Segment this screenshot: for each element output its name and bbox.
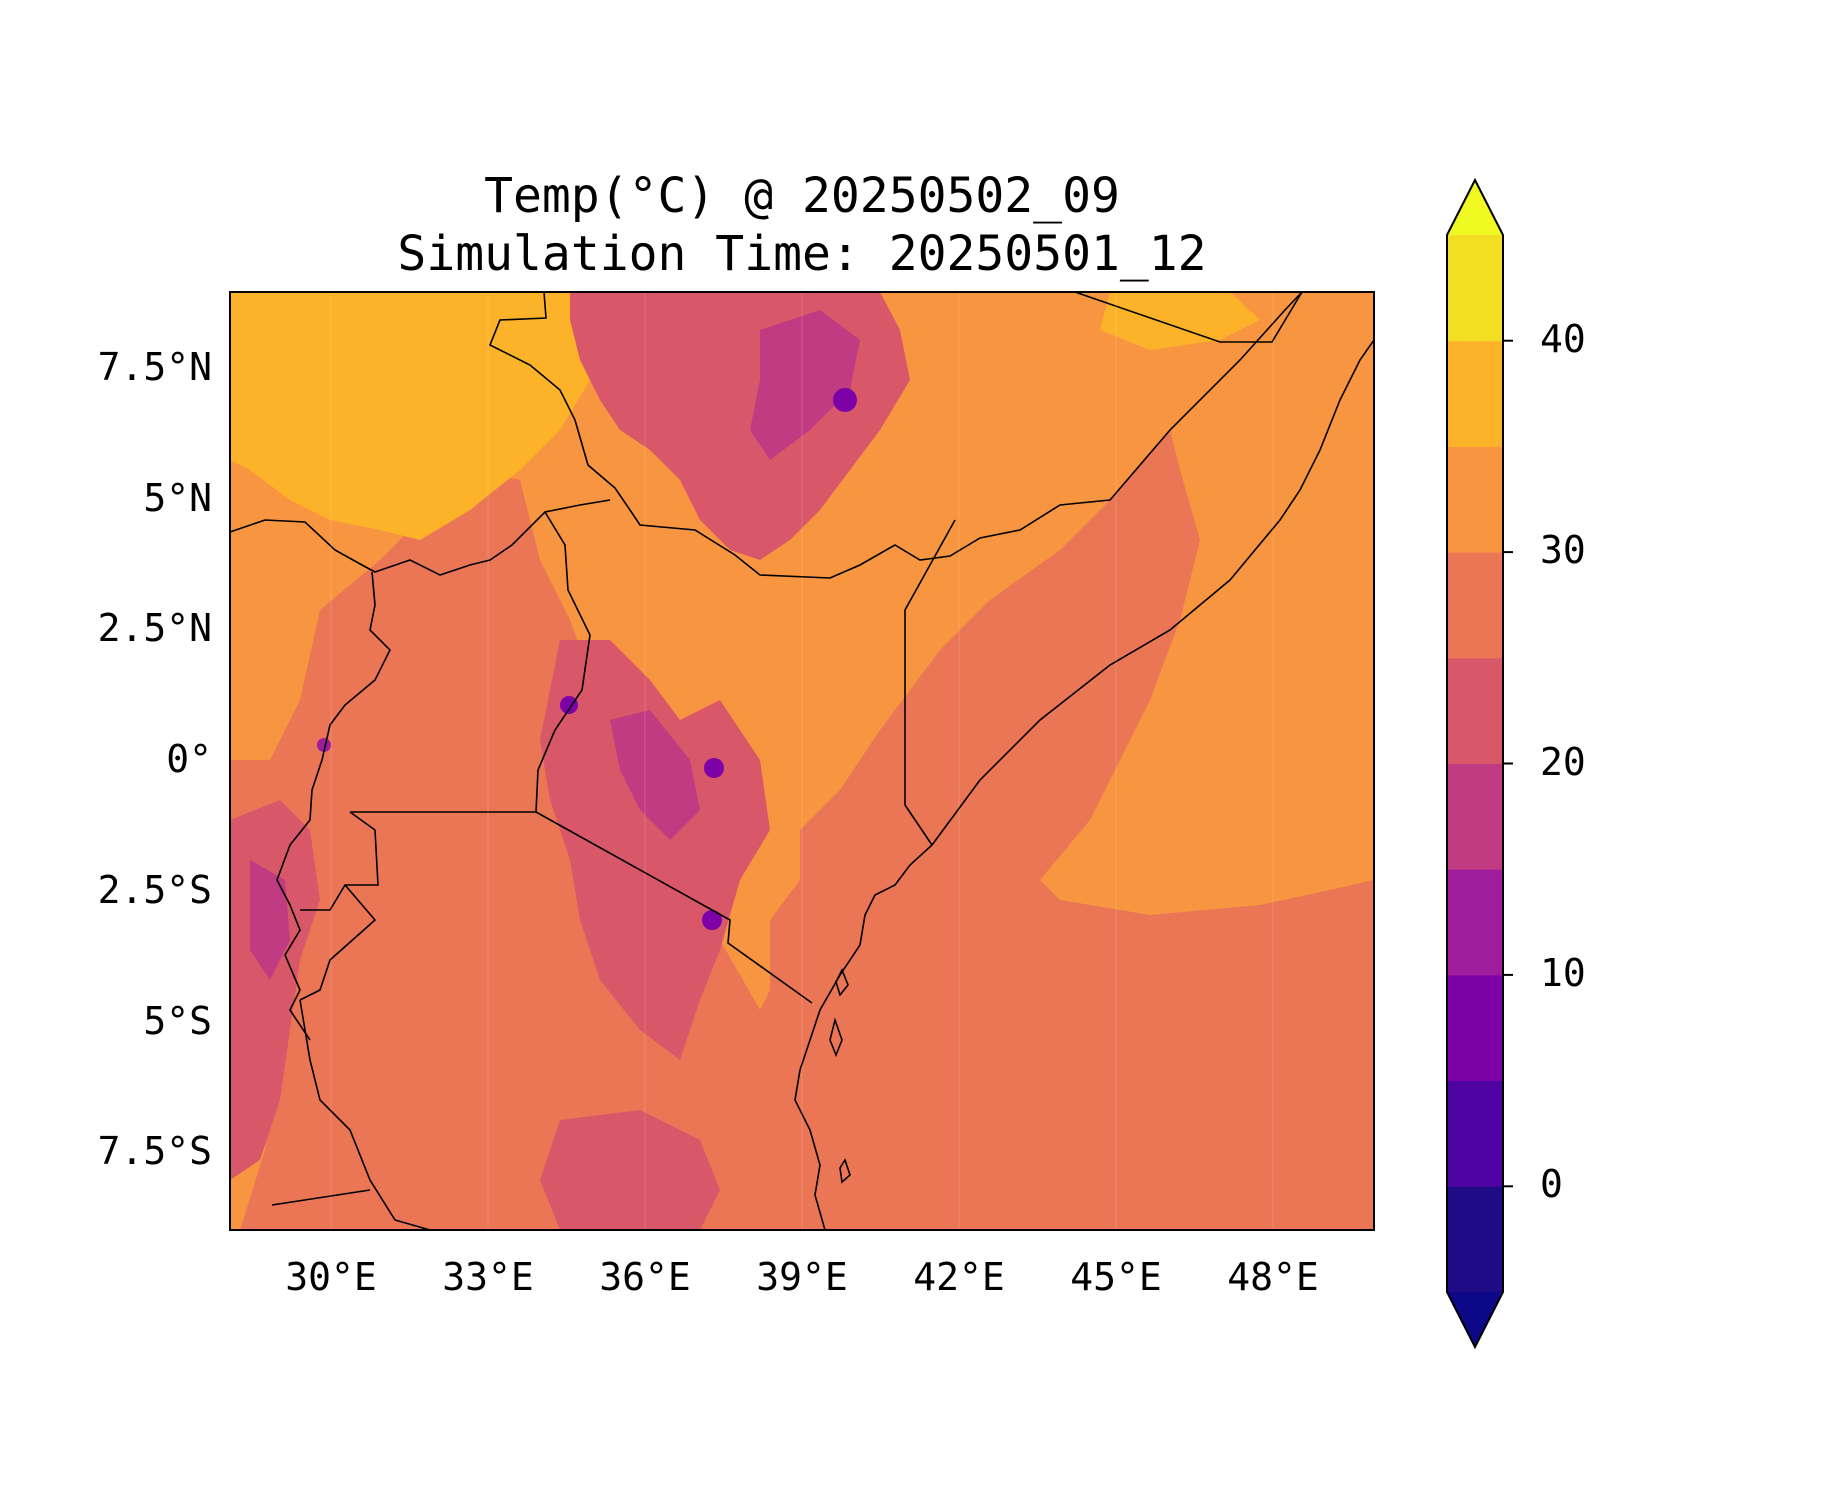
map-frame (229, 291, 1375, 1231)
lon-tick-45E: 45°E (1070, 1255, 1162, 1299)
temp-band-15-20-rift (250, 860, 290, 980)
map-title: Temp(°C) @ 20250502_09 (484, 168, 1120, 224)
colorbar-band (1447, 869, 1503, 976)
cold-peak-rwenzori (317, 738, 331, 752)
temp-band-15-20-kenya (610, 710, 700, 840)
temp-band-35-40 (230, 292, 595, 540)
mafia-island (839, 1158, 851, 1184)
lat-tick-5N: 5°N (143, 476, 212, 520)
lat-tick-7.5S: 7.5°S (97, 1129, 212, 1173)
temp-band-20-25-kenya (540, 640, 770, 1060)
pemba-island (835, 968, 849, 997)
lat-tick-2.5S: 2.5°S (97, 868, 212, 912)
colorbar-tick-label: 20 (1540, 739, 1586, 784)
border-uganda-south-sudan (230, 499, 611, 576)
border-zambia (271, 1189, 371, 1206)
cold-peak-kilimanjaro (702, 910, 722, 930)
country-borders (230, 292, 1374, 1230)
colorbar-tick-label: 30 (1540, 528, 1586, 573)
cold-peak-mt-kenya (704, 758, 724, 778)
temp-band-15-20-ethiopia (750, 310, 860, 460)
colorbar-band (1447, 657, 1503, 764)
zanzibar-island (829, 1017, 843, 1058)
lon-tick-48E: 48°E (1227, 1255, 1319, 1299)
border-rwanda-burundi (276, 819, 311, 1041)
border-burundi-tz (299, 884, 377, 1001)
colorbar-band (1447, 763, 1503, 870)
lon-tick-30E: 30°E (285, 1255, 377, 1299)
colorbar-over-extension (1447, 180, 1503, 235)
border-south-sudan-ethiopia (488, 292, 1303, 579)
cold-peak-elgon (560, 696, 578, 714)
colorbar (1446, 177, 1513, 1350)
map-subtitle: Simulation Time: 20250501_12 (397, 226, 1207, 282)
coastline-somalia (931, 339, 1374, 846)
border-ethiopia-somalia-north (1074, 292, 1303, 343)
border-kenya-tanzania (535, 811, 813, 1004)
temp-band-20-25-tanzania (540, 1110, 720, 1230)
lon-tick-42E: 42°E (913, 1255, 1005, 1299)
border-kenya-somalia (904, 519, 956, 846)
cold-peak-ethiopia (833, 388, 857, 412)
lon-tick-36E: 36°E (599, 1255, 691, 1299)
border-tz-drc (299, 999, 431, 1230)
colorbar-outline (1446, 177, 1504, 1350)
colorbar-under-extension (1447, 1292, 1503, 1347)
lat-tick-2.5N: 2.5°N (97, 606, 212, 650)
colorbar-band (1447, 552, 1503, 659)
border-drc-uganda (309, 571, 391, 821)
temperature-field (230, 292, 1374, 1230)
colorbar-tick-label: 40 (1540, 316, 1586, 361)
lat-tick-7.5N: 7.5°N (97, 345, 212, 389)
lat-tick-0: 0° (166, 737, 212, 781)
colorbar-tick-label: 10 (1540, 950, 1586, 995)
temp-band-35-40-somalia (1100, 292, 1260, 350)
lat-tick-5S: 5°S (143, 999, 212, 1043)
lon-tick-33E: 33°E (442, 1255, 534, 1299)
coastline-east-africa (794, 844, 933, 1230)
colorbar-band (1447, 1080, 1503, 1187)
lon-tick-39E: 39°E (756, 1255, 848, 1299)
colorbar-band (1447, 446, 1503, 553)
border-rwanda (300, 811, 379, 911)
colorbar-band (1447, 235, 1503, 342)
border-kenya-uganda (535, 511, 591, 813)
colorbar-band (1447, 1186, 1503, 1293)
map-gridlines (330, 292, 1274, 1230)
colorbar-tick-label: 0 (1540, 1162, 1563, 1207)
colorbar-band (1447, 340, 1503, 447)
colorbar-band (1447, 974, 1503, 1082)
